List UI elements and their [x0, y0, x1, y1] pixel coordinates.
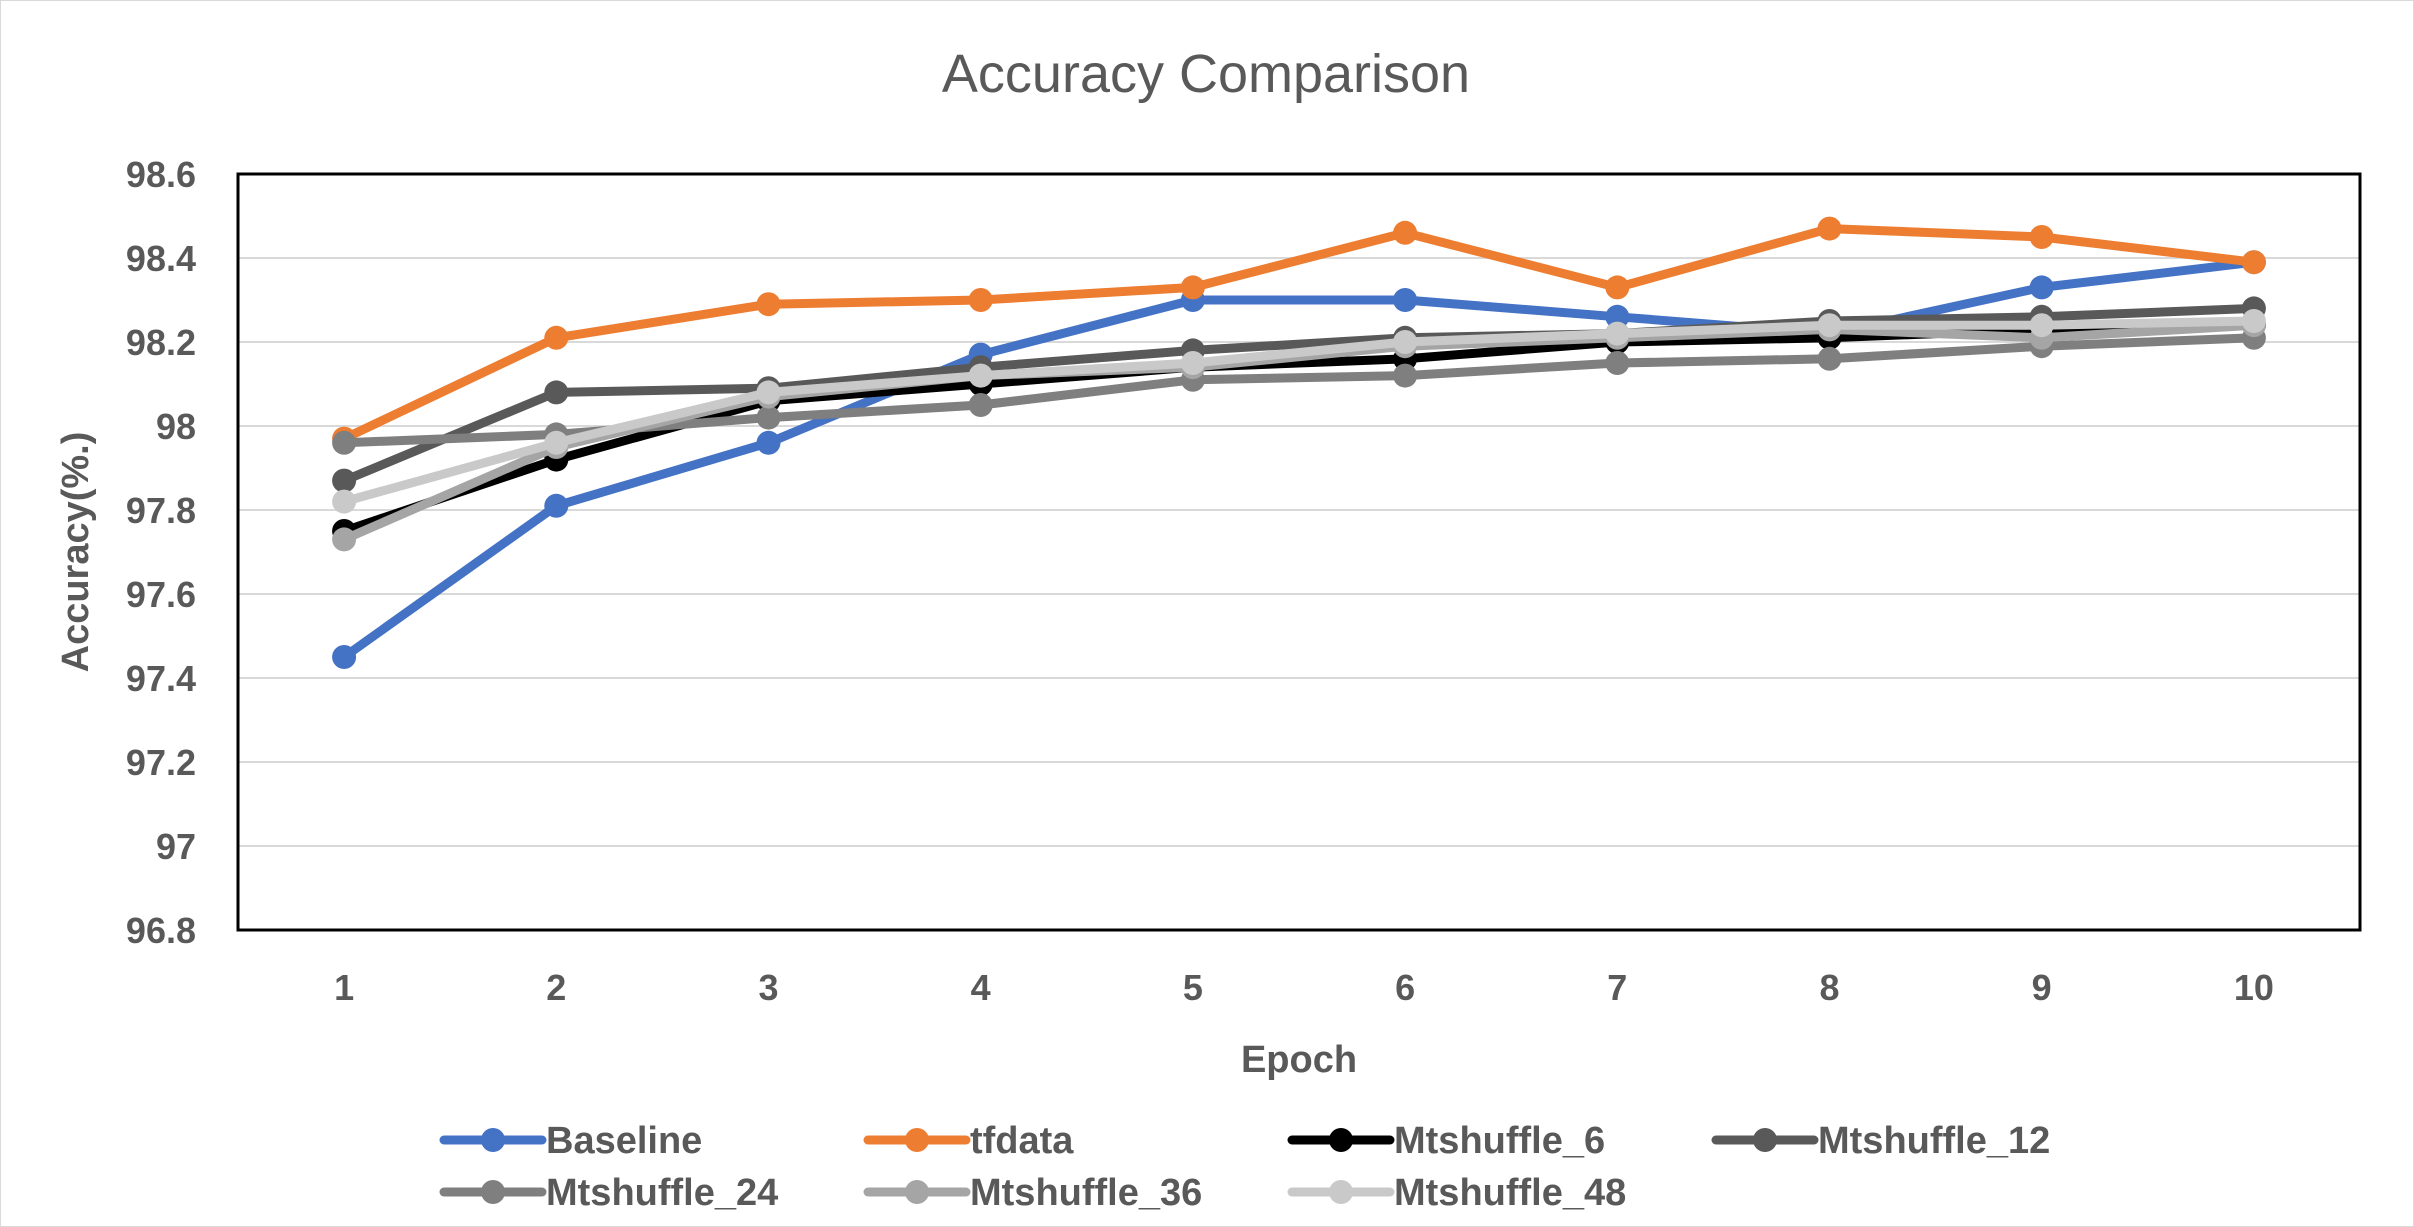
data-point	[2241, 309, 2266, 333]
legend-swatch-marker	[1329, 1128, 1353, 1152]
data-point	[1393, 288, 1418, 312]
data-point	[968, 393, 993, 417]
legend-swatch-marker	[905, 1128, 929, 1152]
data-point	[1817, 216, 1842, 241]
y-tick-label: 97.2	[126, 742, 196, 783]
x-tick-label: 3	[758, 967, 778, 1008]
y-axis-label: Accuracy(%.)	[55, 432, 97, 673]
series-mtshuffle-48	[332, 309, 2266, 514]
data-point	[2029, 275, 2054, 300]
legend-swatch-marker	[1329, 1180, 1353, 1204]
data-point	[332, 489, 357, 514]
y-tick-label: 98.4	[126, 238, 196, 279]
x-tick-label: 5	[1183, 967, 1203, 1008]
legend-item: Mtshuffle_48	[1287, 1172, 1626, 1214]
legend-label: Mtshuffle_24	[546, 1172, 778, 1214]
x-tick-label: 2	[546, 967, 566, 1008]
data-point	[1393, 363, 1418, 388]
x-axis-ticks: 1 2 3 4 5 6 7 8 9 10	[334, 967, 2274, 1008]
legend-item: tfdata	[863, 1120, 1074, 1162]
legend-label: Mtshuffle_48	[1394, 1172, 1626, 1214]
x-tick-label: 1	[334, 967, 354, 1008]
data-point	[1817, 313, 1842, 338]
data-point	[2241, 250, 2266, 275]
data-point	[1180, 351, 1205, 375]
data-point	[544, 380, 569, 405]
data-point	[1393, 330, 1418, 354]
y-tick-label: 97.6	[126, 574, 196, 615]
y-tick-label: 96.8	[126, 910, 196, 951]
legend-item: Mtshuffle_12	[1711, 1120, 2050, 1162]
data-point	[1605, 275, 1630, 300]
legend-swatch-marker	[481, 1128, 505, 1152]
data-point	[544, 493, 569, 518]
data-point	[968, 288, 993, 312]
data-point	[332, 645, 357, 669]
series-line	[339, 224, 2259, 444]
series-line	[339, 316, 2259, 507]
series-line	[339, 257, 2259, 662]
data-point	[968, 363, 993, 388]
data-point	[2029, 225, 2054, 249]
series-baseline	[332, 250, 2266, 669]
x-tick-label: 6	[1395, 967, 1415, 1008]
y-tick-label: 98.6	[126, 154, 196, 195]
legend-item: Baseline	[439, 1120, 702, 1162]
data-point	[756, 430, 781, 455]
y-tick-label: 97.8	[126, 490, 196, 531]
legend-swatch-marker	[1753, 1128, 1777, 1152]
legend-label: tfdata	[970, 1120, 1074, 1162]
legend: Baseline tfdata Mtshuffle_6 Mtshuffle_12 Mts…	[439, 1120, 2050, 1214]
data-point	[332, 430, 357, 455]
data-point	[2029, 313, 2054, 338]
x-tick-label: 10	[2234, 967, 2274, 1008]
grid-lines	[238, 257, 2360, 847]
x-tick-label: 4	[971, 967, 991, 1008]
legend-label: Mtshuffle_12	[1818, 1120, 2050, 1162]
legend-swatch-marker	[481, 1180, 505, 1204]
series-group	[332, 216, 2266, 669]
data-point	[756, 405, 781, 430]
data-point	[544, 430, 569, 455]
legend-item: Mtshuffle_24	[439, 1172, 778, 1214]
data-point	[1605, 321, 1630, 346]
legend-swatch-marker	[905, 1180, 929, 1204]
legend-item: Mtshuffle_36	[863, 1172, 1202, 1214]
x-tick-label: 9	[2032, 967, 2052, 1008]
plot-area	[236, 172, 2362, 932]
data-point	[1180, 275, 1205, 300]
legend-label: Baseline	[546, 1120, 702, 1162]
data-point	[332, 468, 357, 493]
data-point	[1605, 304, 1630, 329]
x-tick-label: 8	[1819, 967, 1839, 1008]
legend-item: Mtshuffle_6	[1287, 1120, 1605, 1162]
data-point	[1817, 346, 1842, 371]
x-axis-label: Epoch	[1241, 1039, 1357, 1081]
data-point	[332, 527, 357, 552]
y-tick-label: 98	[156, 406, 196, 447]
y-tick-label: 97	[156, 826, 196, 867]
data-point	[756, 292, 781, 317]
x-tick-label: 7	[1607, 967, 1627, 1008]
y-tick-label: 97.4	[126, 658, 196, 699]
data-point	[756, 380, 781, 405]
series-line	[339, 320, 2259, 544]
data-point	[1393, 220, 1418, 245]
legend-label: Mtshuffle_6	[1394, 1120, 1605, 1162]
y-tick-label: 98.2	[126, 322, 196, 363]
y-axis-ticks: 98.6 98.4 98.2 98 97.8 97.6 97.4 97.2 97 96.8	[126, 154, 196, 951]
series-line	[339, 303, 2259, 486]
data-point	[544, 325, 569, 350]
legend-label: Mtshuffle_36	[970, 1172, 1202, 1214]
chart-title: Accuracy Comparison	[942, 44, 1470, 104]
data-point	[1605, 351, 1630, 375]
